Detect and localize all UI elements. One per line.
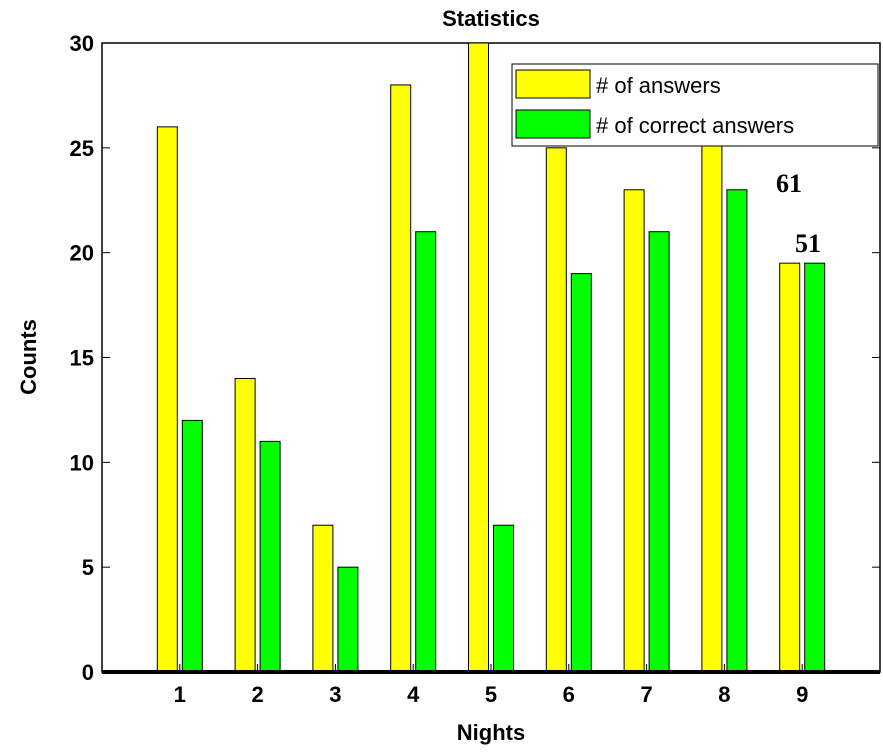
y-tick-label-30: 30 [70,31,94,56]
y-tick-label-20: 20 [70,241,94,266]
bar-correct-8 [726,189,748,673]
x-tick-label-7: 7 [640,682,652,707]
bar-correct-3 [337,566,359,673]
bar-correct-9 [804,262,826,673]
y-tick-label-5: 5 [82,555,94,580]
legend-swatch-correct [515,109,591,139]
annotation-61: 61 [776,169,802,198]
bar-correct-6 [570,273,592,673]
bar-answers-4 [390,84,412,673]
bar-answers-5 [468,42,489,673]
x-tick-label-8: 8 [718,682,730,707]
y-axis-label: Counts [16,319,41,395]
legend-label-correct: # of correct answers [596,113,794,138]
bar-answers-3 [312,524,334,673]
bar-answers-7 [623,189,645,673]
bar-correct-1 [181,419,203,673]
bar-correct-7 [648,231,670,673]
bar-correct-4 [415,231,437,673]
bars-group [156,42,826,673]
x-tick-label-9: 9 [796,682,808,707]
bar-answers-2 [234,377,256,673]
bar-answers-1 [156,126,178,673]
legend: # of answers # of correct answers [511,63,879,147]
x-tick-label-4: 4 [407,682,420,707]
y-ticks-group: 0 5 10 15 20 25 30 [70,31,880,685]
bar-correct-2 [259,440,281,673]
y-tick-label-0: 0 [82,660,94,685]
x-tick-label-3: 3 [329,682,341,707]
x-tick-label-1: 1 [174,682,186,707]
bar-answers-8 [701,126,723,673]
y-tick-label-25: 25 [70,136,94,161]
bar-answers-6 [545,147,567,673]
legend-label-answers: # of answers [596,73,721,98]
x-axis-label: Nights [457,720,525,745]
legend-swatch-answers [515,69,591,99]
bar-answers-9 [779,262,801,673]
annotation-51: 51 [795,229,821,258]
x-tick-label-5: 5 [485,682,497,707]
x-tick-label-6: 6 [563,682,575,707]
y-tick-label-10: 10 [70,450,94,475]
x-tick-label-2: 2 [251,682,263,707]
plot-area [101,42,881,673]
chart-title: Statistics [442,6,540,31]
bar-correct-5 [493,524,514,673]
y-tick-label-15: 15 [70,346,94,371]
